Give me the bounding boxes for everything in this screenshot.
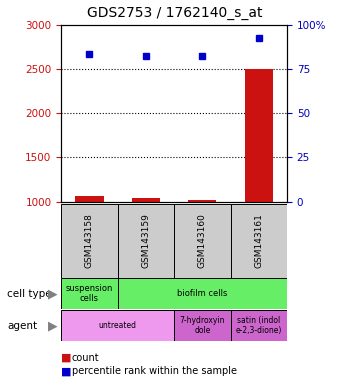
Bar <box>132 198 160 202</box>
Bar <box>174 204 231 278</box>
Bar <box>61 204 118 278</box>
Text: suspension
cells: suspension cells <box>66 284 113 303</box>
Bar <box>61 278 118 309</box>
Bar <box>61 310 174 341</box>
Text: untreated: untreated <box>99 321 137 330</box>
Bar <box>188 200 216 202</box>
Text: GSM143159: GSM143159 <box>141 214 150 268</box>
Text: count: count <box>72 353 99 363</box>
Text: GSM143160: GSM143160 <box>198 214 207 268</box>
Text: cell type: cell type <box>7 289 52 299</box>
Text: GSM143161: GSM143161 <box>254 214 263 268</box>
Text: GDS2753 / 1762140_s_at: GDS2753 / 1762140_s_at <box>87 7 263 20</box>
Bar <box>245 69 273 202</box>
Text: biofilm cells: biofilm cells <box>177 289 228 298</box>
Text: ■: ■ <box>61 353 72 363</box>
Text: ▶: ▶ <box>48 287 57 300</box>
Text: GSM143158: GSM143158 <box>85 214 94 268</box>
Bar <box>118 278 287 309</box>
Text: ■: ■ <box>61 366 72 376</box>
Bar <box>118 204 174 278</box>
Bar <box>75 196 104 202</box>
Bar <box>231 204 287 278</box>
Text: 7-hydroxyin
dole: 7-hydroxyin dole <box>180 316 225 335</box>
Text: agent: agent <box>7 321 37 331</box>
Text: satin (indol
e-2,3-dione): satin (indol e-2,3-dione) <box>236 316 282 335</box>
Text: percentile rank within the sample: percentile rank within the sample <box>72 366 237 376</box>
Bar <box>231 310 287 341</box>
Text: ▶: ▶ <box>48 319 57 332</box>
Bar <box>174 310 231 341</box>
